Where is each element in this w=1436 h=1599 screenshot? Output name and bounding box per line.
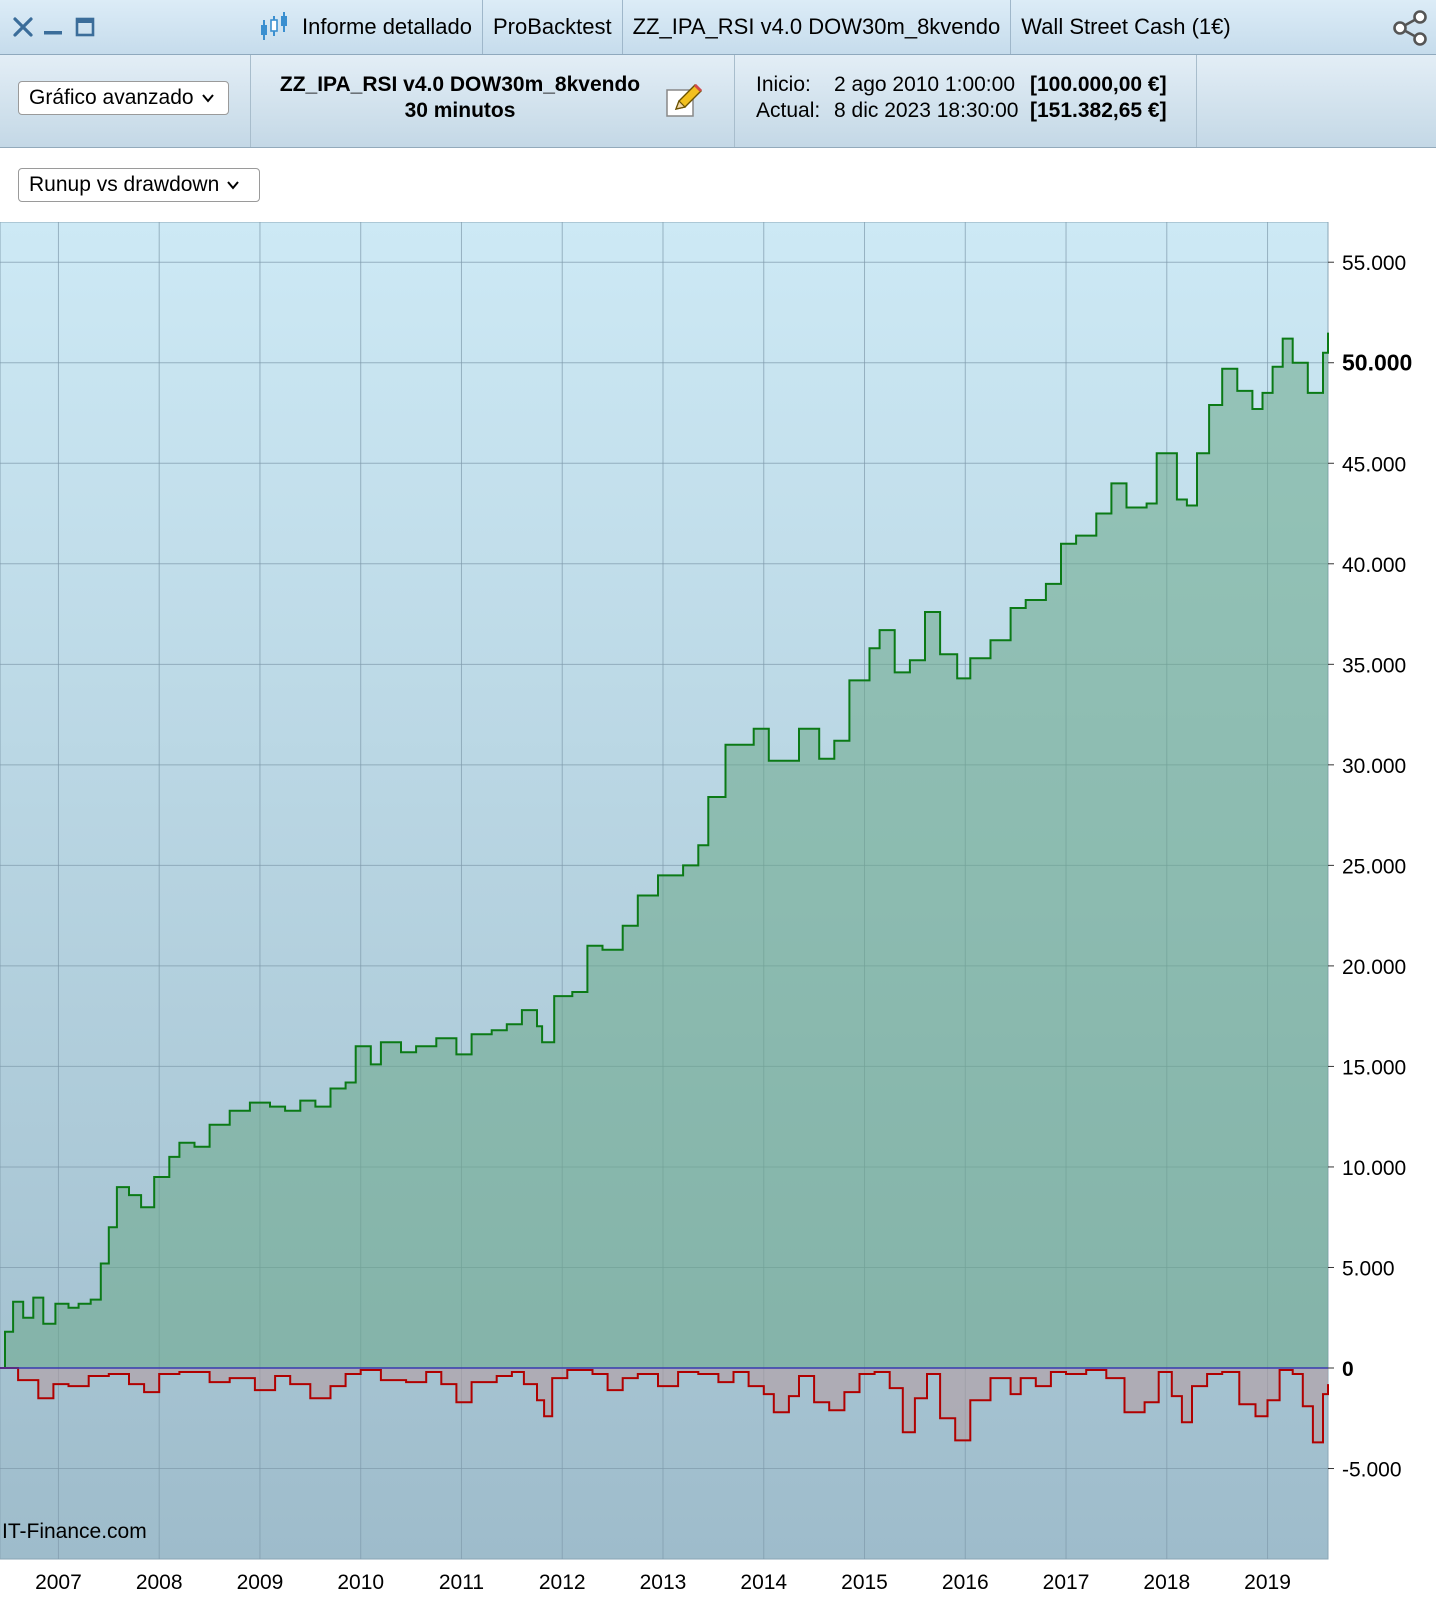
chart-series — [0, 332, 1329, 1444]
tab-probacktest[interactable]: ProBacktest — [483, 0, 623, 54]
runup-line — [0, 332, 1329, 1369]
y-tick-label: 55.000 — [1342, 252, 1406, 275]
drawdown-area — [0, 1368, 1328, 1443]
x-tick-label: 2015 — [841, 1571, 888, 1594]
close-icon[interactable] — [8, 10, 38, 44]
y-axis: 55.000 50.000 45.000 40.000 35.000 30.000 25.0… — [1328, 252, 1412, 1482]
y-tick-label: 5.000 — [1342, 1257, 1395, 1280]
report-toolbar: Gráfico avanzado ZZ_IPA_RSI v4.0 DOW30m_… — [0, 55, 1436, 148]
y-tick-label: 45.000 — [1342, 453, 1406, 476]
x-tick-label: 2012 — [539, 1571, 586, 1594]
view-select[interactable]: Gráfico avanzado — [18, 81, 229, 115]
chart-type-value: Runup vs drawdown — [29, 173, 220, 196]
window-title-bar: Informe detallado ProBacktest ZZ_IPA_RSI… — [0, 0, 1436, 55]
y-tick-label: 10.000 — [1342, 1157, 1406, 1180]
start-capital: [100.000,00 €] — [1030, 73, 1167, 96]
start-date: 2 ago 2010 1:00:00 — [834, 73, 1016, 96]
maximize-icon[interactable] — [70, 10, 100, 44]
toolbar-divider — [250, 55, 251, 147]
current-capital: [151.382,65 €] — [1030, 99, 1167, 122]
start-label: Inicio: — [756, 73, 811, 96]
current-date: 8 dic 2023 18:30:00 — [834, 99, 1019, 122]
x-axis: 2007 2008 2009 2010 2011 2012 2013 2014 2015 2016… — [35, 1571, 1291, 1594]
runup-drawdown-chart: 55.000 50.000 45.000 40.000 35.000 30.000 25.0… — [0, 221, 1436, 1594]
x-tick-label: 2013 — [640, 1571, 687, 1594]
y-tick-label: 0 — [1342, 1358, 1354, 1381]
chart-svg[interactable]: 55.000 50.000 45.000 40.000 35.000 30.000 25.0… — [0, 221, 1436, 1594]
y-tick-label: -5.000 — [1342, 1459, 1402, 1482]
backtest-dates: Inicio: 2 ago 2010 1:00:00 [100.000,00 €] … — [756, 72, 1167, 124]
edit-pencil-icon[interactable] — [664, 81, 704, 121]
strategy-timeframe: 30 minutos — [404, 99, 516, 122]
toolbar-divider — [734, 55, 735, 147]
y-tick-label: 35.000 — [1342, 654, 1406, 677]
strategy-header: ZZ_IPA_RSI v4.0 DOW30m_8kvendo 30 minuto… — [250, 72, 670, 124]
chevron-down-icon — [227, 181, 240, 190]
drawdown-line — [0, 1367, 1329, 1444]
y-tick-label: 15.000 — [1342, 1056, 1406, 1079]
x-tick-label: 2019 — [1244, 1571, 1291, 1594]
window-tabs: Informe detallado ProBacktest ZZ_IPA_RSI… — [296, 0, 1241, 54]
x-tick-label: 2014 — [740, 1571, 787, 1594]
share-icon[interactable] — [1390, 8, 1430, 48]
x-tick-label: 2008 — [136, 1571, 183, 1594]
runup-area — [0, 332, 1328, 1369]
toolbar-divider — [1196, 55, 1197, 147]
x-tick-label: 2017 — [1043, 1571, 1090, 1594]
y-tick-label: 20.000 — [1342, 956, 1406, 979]
tab-instrument[interactable]: Wall Street Cash (1€) — [1021, 14, 1231, 39]
chevron-down-icon — [201, 94, 214, 103]
tab-strategy-name[interactable]: ZZ_IPA_RSI v4.0 DOW30m_8kvendo — [623, 0, 1012, 54]
x-tick-label: 2010 — [337, 1571, 384, 1594]
y-tick-label: 50.000 — [1342, 350, 1412, 376]
view-select-value: Gráfico avanzado — [29, 86, 194, 109]
x-tick-label: 2018 — [1143, 1571, 1190, 1594]
tab-detailed-report[interactable]: Informe detallado — [296, 0, 483, 54]
x-tick-label: 2016 — [942, 1571, 989, 1594]
x-tick-label: 2009 — [237, 1571, 284, 1594]
y-tick-label: 40.000 — [1342, 554, 1406, 577]
chart-type-select[interactable]: Runup vs drawdown — [18, 168, 260, 202]
current-label: Actual: — [756, 99, 821, 122]
y-tick-label: 25.000 — [1342, 855, 1406, 878]
y-tick-label: 30.000 — [1342, 755, 1406, 778]
minimize-icon[interactable] — [38, 10, 68, 44]
candlestick-chart-icon — [258, 10, 292, 49]
x-tick-label: 2007 — [35, 1571, 82, 1594]
watermark: IT-Finance.com — [2, 1520, 147, 1543]
x-tick-label: 2011 — [439, 1571, 484, 1594]
strategy-name: ZZ_IPA_RSI v4.0 DOW30m_8kvendo — [279, 73, 641, 96]
